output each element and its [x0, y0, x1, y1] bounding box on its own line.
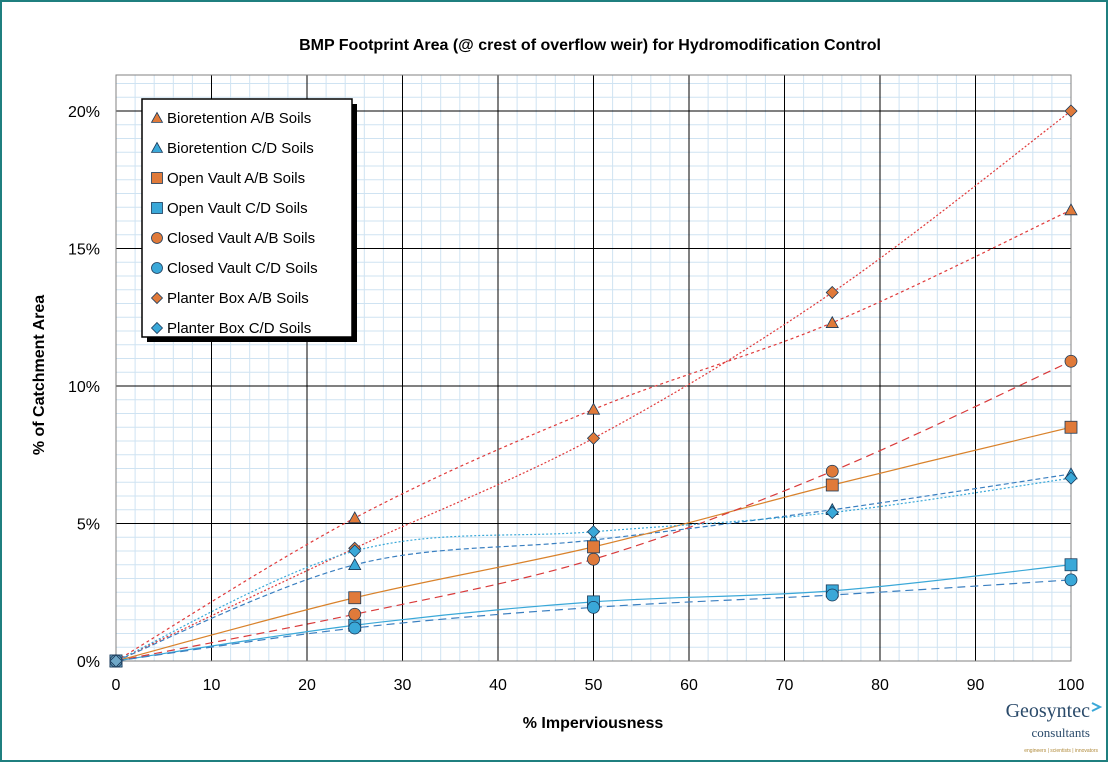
legend-label: Bioretention C/D Soils [167, 140, 314, 157]
y-axis-label: % of Catchment Area [31, 295, 48, 455]
data-point [825, 464, 839, 478]
x-tick-label: 40 [489, 677, 507, 694]
legend-marker [151, 172, 163, 184]
legend-marker [150, 321, 164, 335]
data-point [586, 525, 601, 539]
data-point [586, 431, 601, 445]
y-tick-label: 20% [68, 104, 100, 121]
x-tick-label: 60 [680, 677, 698, 694]
x-tick-label: 0 [112, 677, 121, 694]
logo-sub: consultants [1032, 725, 1091, 740]
legend-item: Closed Vault A/B Soils [151, 230, 315, 247]
data-point [587, 552, 600, 566]
data-point [1064, 354, 1078, 368]
x-axis-label: % Imperviousness [523, 715, 664, 732]
legend-item: Bioretention A/B Soils [150, 110, 311, 127]
data-point [348, 607, 362, 621]
legend-item: Open Vault A/B Soils [151, 170, 305, 187]
data-point [1064, 420, 1078, 434]
legend-item: Planter Box A/B Soils [150, 290, 309, 307]
data-point [348, 591, 362, 605]
legend-item: Planter Box C/D Soils [150, 320, 311, 337]
data-point [109, 654, 123, 668]
logo: Geosyntec consultants engineers | scient… [1006, 700, 1103, 754]
legend-marker [151, 202, 163, 214]
plot-area-border [115, 74, 1072, 662]
x-tick-label: 20 [298, 677, 316, 694]
data-point [1064, 558, 1078, 572]
x-tick-label: 90 [967, 677, 985, 694]
x-tick-label: 100 [1058, 677, 1085, 694]
data-point [825, 315, 839, 328]
legend: Bioretention A/B Soils Bioretention C/D S… [141, 98, 357, 342]
data-point [587, 600, 600, 614]
data-point [825, 478, 839, 492]
y-tick-label: 10% [68, 379, 100, 396]
x-tick-label: 50 [585, 677, 603, 694]
logo-arrow-icon [1091, 702, 1103, 712]
data-point [348, 557, 362, 570]
data-point [1064, 471, 1078, 485]
y-tick-label: 0% [77, 654, 100, 671]
x-tick-labels: 0 10 20 30 40 50 60 70 80 90 100 [112, 677, 1085, 694]
x-tick-label: 30 [394, 677, 412, 694]
x-tick-label: 80 [871, 677, 889, 694]
legend-marker [151, 262, 163, 274]
data-point [1064, 203, 1078, 216]
legend-label: Closed Vault C/D Soils [167, 260, 318, 277]
series-line [115, 477, 1072, 662]
legend-marker [150, 141, 164, 153]
x-tick-label: 10 [203, 677, 221, 694]
y-tick-label: 15% [68, 242, 100, 259]
legend-label: Open Vault A/B Soils [167, 170, 305, 187]
legend-label: Bioretention A/B Soils [167, 110, 311, 127]
legend-label: Planter Box C/D Soils [167, 320, 311, 337]
legend-item: Closed Vault C/D Soils [151, 260, 318, 277]
data-point [825, 588, 839, 602]
legend-item: Open Vault C/D Soils [151, 200, 308, 217]
legend-label: Planter Box A/B Soils [167, 290, 309, 307]
logo-name: Geosyntec [1006, 700, 1091, 722]
logo-tagline: engineers | scientists | innovators [1024, 748, 1098, 754]
y-tick-label: 5% [77, 517, 100, 534]
data-point [1064, 104, 1078, 118]
data-point [825, 285, 839, 300]
data-point [586, 402, 601, 415]
legend-item: Bioretention C/D Soils [150, 140, 314, 157]
data-point [348, 511, 362, 524]
legend-marker [150, 291, 164, 305]
chart-title: BMP Footprint Area (@ crest of overflow … [299, 37, 881, 54]
data-point [587, 540, 600, 554]
legend-label: Closed Vault A/B Soils [167, 230, 315, 247]
series-points [109, 104, 1078, 668]
y-tick-labels: 0% 5% 10% 15% 20% [68, 104, 100, 671]
legend-marker [151, 232, 163, 244]
x-tick-label: 70 [776, 677, 794, 694]
data-point [1064, 573, 1078, 587]
data-point [348, 621, 362, 635]
data-point [348, 544, 362, 558]
legend-box [141, 98, 353, 338]
legend-marker [150, 111, 164, 123]
data-point [825, 505, 839, 520]
legend-label: Open Vault C/D Soils [167, 200, 308, 217]
series-line [115, 579, 1072, 662]
